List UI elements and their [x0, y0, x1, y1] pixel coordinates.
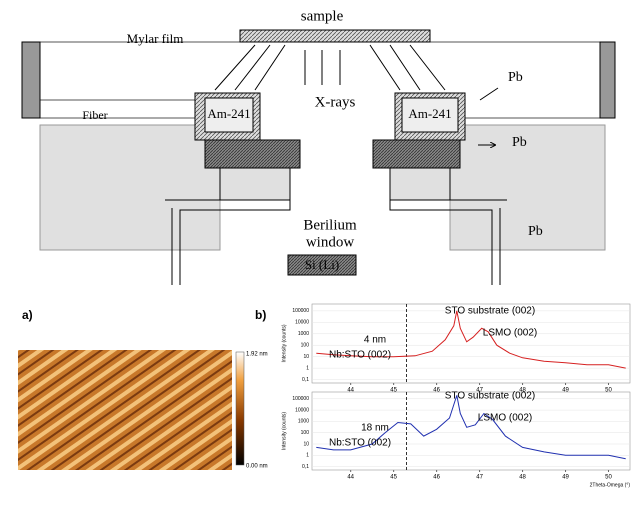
x-tick-label: 48 — [519, 475, 526, 481]
x-tick-label: 45 — [390, 475, 397, 481]
y-tick-label: 100000 — [292, 308, 309, 314]
y-tick-label: 1000 — [298, 331, 309, 337]
x-tick-label: 44 — [347, 475, 354, 481]
x-tick-label: 47 — [476, 388, 483, 394]
x-tick-label: 48 — [519, 388, 526, 394]
annotation: Nb:STO (002) — [329, 438, 391, 449]
y-tick-label: 10000 — [295, 407, 309, 413]
annotation: STO substrate (002) — [445, 391, 535, 402]
label: Am-241 — [207, 106, 250, 121]
label: Fiber — [82, 108, 107, 122]
annotation: STO substrate (002) — [445, 306, 535, 317]
x-tick-label: 49 — [562, 475, 569, 481]
annotation: LSMO (002) — [483, 328, 537, 339]
data-line — [316, 310, 626, 369]
panel-label: a) — [22, 308, 33, 322]
y-tick-label: 1 — [306, 453, 309, 459]
x-axis-label: 2Theta-Omega (°) — [590, 482, 631, 488]
y-tick-label: 100 — [301, 430, 310, 436]
x-tick-label: 47 — [476, 475, 483, 481]
label: Am-241 — [408, 106, 451, 121]
afm-panel: a) 1.92 nm 0.00 nm — [18, 308, 268, 470]
x-tick-label: 46 — [433, 475, 440, 481]
label: Berilium — [303, 217, 357, 233]
label: X-rays — [315, 94, 356, 110]
annotation: 4 nm — [364, 335, 386, 346]
colorbar — [235, 351, 245, 466]
y-tick-label: 1 — [306, 365, 309, 371]
x-tick-label: 50 — [605, 388, 612, 394]
plot-frame — [311, 303, 631, 384]
x-tick-label: 46 — [433, 388, 440, 394]
y-tick-label: 1000 — [298, 419, 309, 425]
label: Pb — [528, 224, 543, 239]
y-axis-label: Intensity (counts) — [281, 412, 287, 450]
y-tick-label: 100000 — [292, 396, 309, 402]
x-tick-label: 44 — [347, 388, 354, 394]
y-tick-label: 10 — [303, 354, 309, 360]
y-tick-label: 0,1 — [302, 464, 309, 470]
label: Si (Li) — [305, 257, 339, 272]
y-tick-label: 0,1 — [302, 377, 309, 383]
label: Pb — [508, 70, 523, 85]
plot-frame — [311, 391, 631, 471]
colorbar-label: 0.00 nm — [246, 464, 268, 470]
y-tick-label: 10 — [303, 441, 309, 447]
annotation: Nb:STO (002) — [329, 350, 391, 361]
y-axis-label: Intensity (counts) — [281, 324, 287, 362]
setup-diagram: sample Mylar film Fiber Am-241 Am-241 X-… — [21, 8, 616, 285]
label: Mylar film — [127, 31, 184, 46]
data-line — [316, 395, 626, 460]
label: Pb — [512, 135, 527, 150]
label: window — [306, 234, 355, 250]
panel-label: b) — [255, 308, 266, 322]
colorbar-label: 1.92 nm — [246, 352, 268, 358]
annotation: LSMO (002) — [478, 413, 532, 424]
x-tick-label: 50 — [605, 475, 612, 481]
label: sample — [301, 8, 344, 24]
x-tick-label: 45 — [390, 388, 397, 394]
x-tick-label: 49 — [562, 388, 569, 394]
y-tick-label: 100 — [301, 343, 310, 349]
annotation: 18 nm — [361, 423, 389, 434]
afm-image — [18, 350, 232, 470]
y-tick-label: 10000 — [295, 320, 309, 326]
